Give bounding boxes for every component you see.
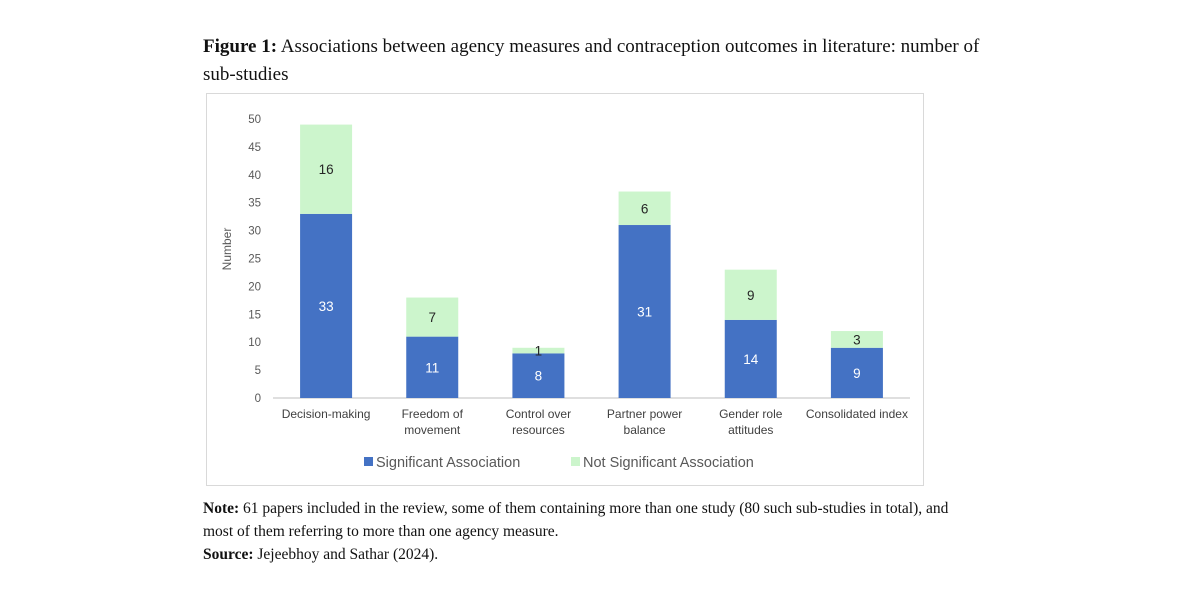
figure-label: Figure 1: (203, 36, 278, 57)
data-label: 31 (637, 305, 652, 320)
bar-segment-not-significant (618, 191, 671, 226)
bar-segment-not-significant (724, 269, 777, 320)
y-tick-label: 40 (248, 170, 261, 182)
y-tick-label: 30 (248, 226, 261, 238)
data-label: 6 (641, 201, 649, 216)
data-label: 1 (535, 344, 543, 359)
legend-label: Not Significant Association (583, 455, 754, 471)
x-tick-label: Gender role (719, 407, 783, 421)
data-label: 8 (535, 369, 543, 384)
y-tick-label: 10 (248, 337, 261, 349)
y-tick-label: 50 (248, 114, 261, 126)
bar-segment-significant (300, 213, 353, 398)
data-label: 9 (853, 366, 861, 381)
bar-segment-significant (724, 319, 777, 398)
bar-segment-significant (406, 336, 459, 398)
y-axis: 0 5 10 15 20 25 30 35 40 45 50 (248, 114, 261, 405)
x-tick-label: Partner power (607, 407, 682, 421)
bar-segment-significant (618, 225, 671, 398)
chart-frame: Number 0 5 10 15 20 25 30 35 40 45 50 33 16 11 7 8 1 31 6… (206, 93, 924, 486)
stacked-bar-chart: Number 0 5 10 15 20 25 30 35 40 45 50 33 16 11 7 8 1 31 6… (220, 114, 910, 471)
bars: 33 16 11 7 8 1 31 6 14 9 9 3 (300, 124, 883, 398)
legend-label: Significant Association (376, 455, 520, 471)
bar-segment-not-significant (830, 331, 883, 348)
figure-caption: Figure 1: Associations between agency me… (203, 33, 993, 89)
y-tick-label: 5 (255, 365, 261, 377)
bar-segment-significant (512, 353, 565, 398)
source: Source: Jejeebhoy and Sathar (2024). (203, 543, 963, 566)
bar-segment-not-significant (512, 347, 565, 354)
x-tick-label: Consolidated index (806, 407, 908, 421)
source-label: Source: (203, 546, 254, 563)
x-tick-label: Decision-making (282, 407, 371, 421)
note-label: Note: (203, 500, 240, 517)
data-label: 9 (747, 288, 755, 303)
bar-segment-significant (830, 347, 883, 398)
legend: Significant Association Not Significant A… (364, 455, 754, 471)
note-text: 61 papers included in the review, some o… (203, 500, 949, 540)
y-tick-label: 0 (255, 393, 261, 405)
legend-swatch-significant (364, 457, 373, 466)
x-tick-label: Freedom of (402, 407, 464, 421)
y-axis-title: Number (220, 228, 234, 271)
data-label: 7 (428, 310, 436, 325)
y-tick-label: 15 (248, 309, 261, 321)
y-tick-label: 25 (248, 254, 261, 266)
y-tick-label: 20 (248, 281, 261, 293)
data-label: 11 (425, 360, 439, 375)
x-tick-label: balance (624, 423, 666, 437)
bar-segment-not-significant (406, 297, 459, 337)
data-label: 16 (319, 162, 334, 177)
legend-swatch-not-significant (571, 457, 580, 466)
x-axis-labels: Decision-making Freedom of movement Control… (282, 407, 908, 437)
x-tick-label: Control over (506, 407, 571, 421)
data-label: 3 (853, 332, 861, 347)
note: Note: 61 papers included in the review, … (203, 497, 963, 543)
y-tick-label: 45 (248, 142, 261, 154)
data-label: 33 (319, 299, 334, 314)
x-tick-label: resources (512, 423, 565, 437)
source-text: Jejeebhoy and Sathar (2024). (257, 546, 439, 563)
figure-caption-text: Associations between agency measures and… (203, 36, 980, 85)
data-label: 14 (743, 352, 759, 367)
note-block: Note: 61 papers included in the review, … (203, 497, 963, 566)
x-tick-label: movement (404, 423, 461, 437)
x-tick-label: attitudes (728, 423, 773, 437)
bar-segment-not-significant (300, 124, 353, 214)
y-tick-label: 35 (248, 198, 261, 210)
